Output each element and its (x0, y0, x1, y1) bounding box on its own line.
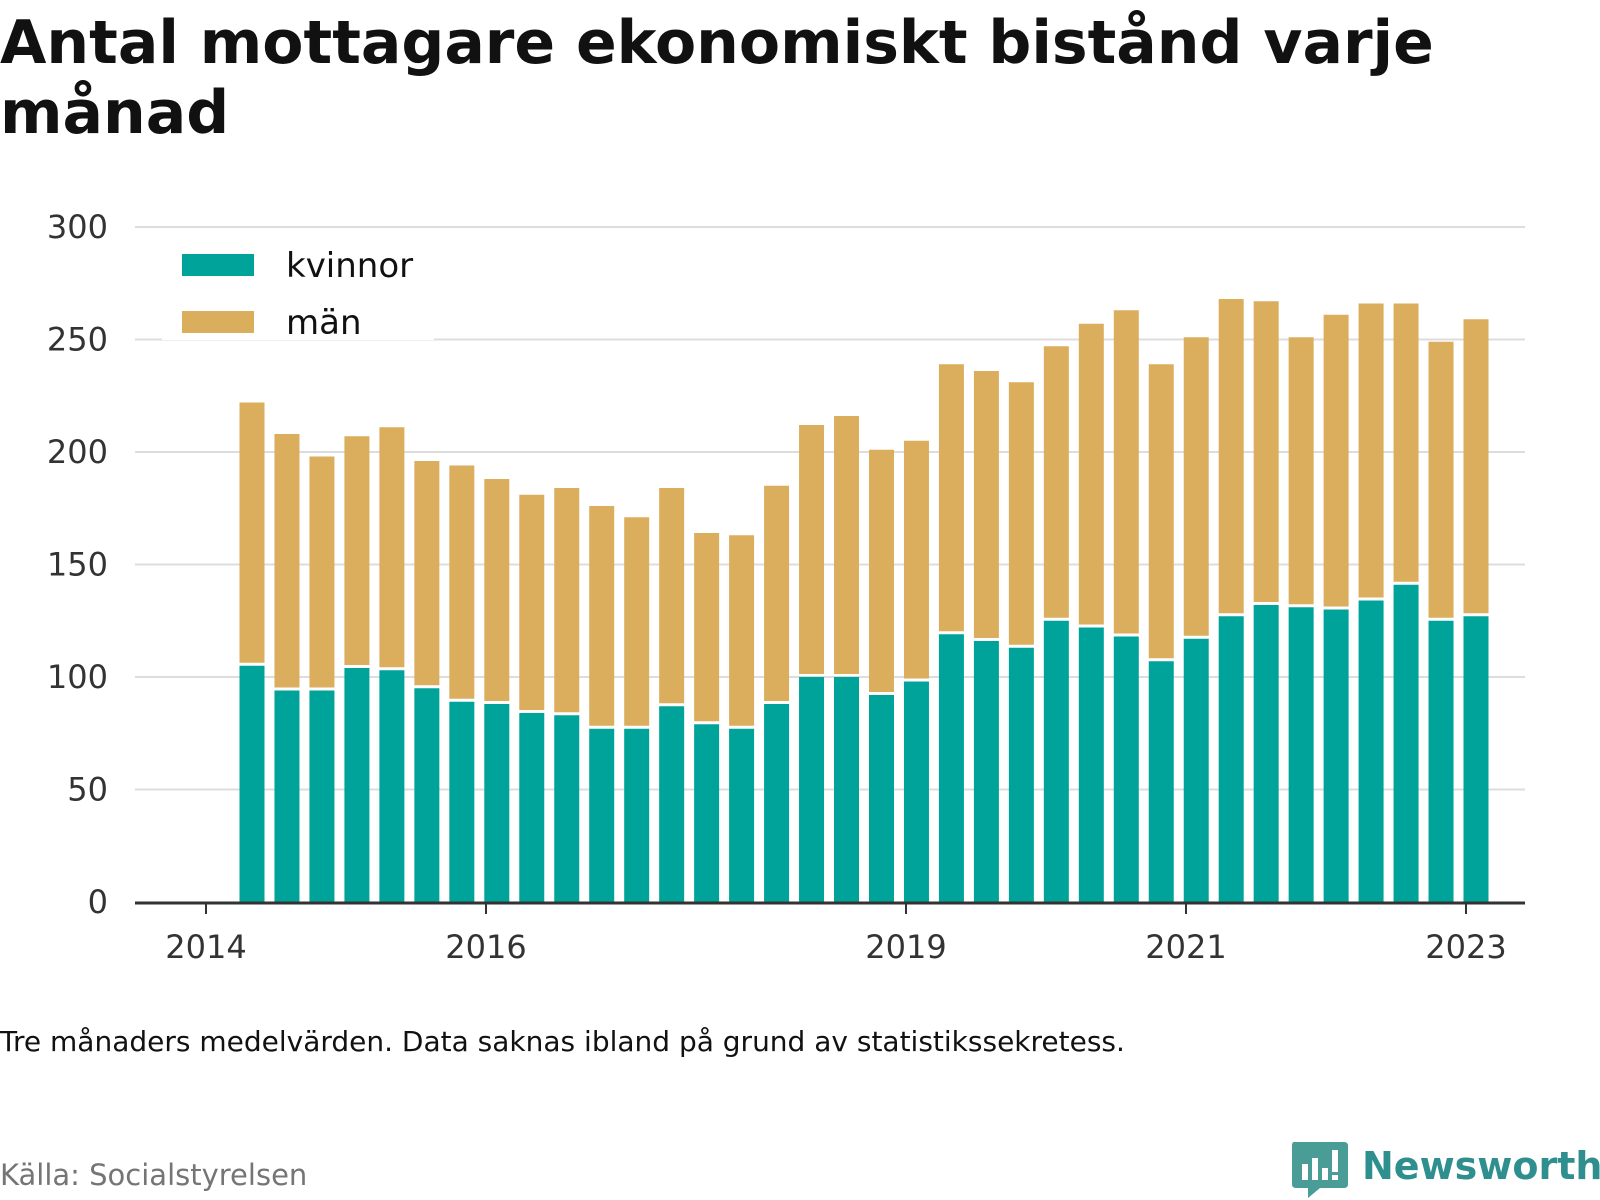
bar-man (659, 488, 685, 704)
bar-man (1393, 303, 1419, 582)
bar-kvinnor (589, 728, 615, 902)
bar-man (1148, 364, 1174, 659)
bar-kvinnor (274, 690, 300, 902)
bar-kvinnor (1043, 620, 1069, 902)
y-tick-label: 100 (47, 658, 108, 696)
y-tick-label: 150 (47, 546, 108, 584)
bar-kvinnor (1358, 600, 1384, 902)
bar-kvinnor (519, 713, 545, 902)
bar-kvinnor (694, 724, 720, 902)
chart-note: Tre månaders medelvärden. Data saknas ib… (0, 1025, 1125, 1058)
bar-man (414, 461, 440, 686)
bar-kvinnor (1113, 636, 1139, 902)
bar-man (1183, 337, 1209, 636)
bar-kvinnor (1078, 627, 1104, 902)
bar-kvinnor (659, 706, 685, 902)
newsworthy-logo-text: Newsworthy (1362, 1144, 1600, 1188)
bar-kvinnor (1008, 647, 1034, 902)
bar-kvinnor (309, 690, 335, 902)
bar-man (1428, 341, 1454, 618)
bar-man (1113, 310, 1139, 634)
bar-kvinnor (449, 701, 475, 902)
bar-man (239, 402, 265, 663)
bar-kvinnor (799, 677, 825, 902)
bar-kvinnor (344, 668, 370, 902)
bar-kvinnor (1148, 661, 1174, 902)
bar-man (554, 488, 580, 713)
source-label: Källa: Socialstyrelsen (0, 1158, 308, 1192)
bar-man (1008, 382, 1034, 645)
bar-man (799, 425, 825, 674)
bar-kvinnor (868, 695, 894, 902)
legend-label: män (286, 303, 362, 343)
bar-man (1323, 314, 1349, 607)
bar-kvinnor (414, 688, 440, 902)
newsworthy-logo-icon (1292, 1142, 1348, 1198)
bar-man (1358, 303, 1384, 598)
bars (239, 299, 1489, 902)
legend: kvinnor män (162, 240, 434, 343)
bar-man (903, 440, 929, 679)
x-tick-label: 2014 (165, 928, 246, 966)
legend-swatch (182, 254, 254, 276)
bar-man (379, 427, 405, 668)
bar-man (694, 533, 720, 722)
bar-kvinnor (1463, 616, 1489, 902)
x-tick-label: 2023 (1425, 928, 1506, 966)
bar-kvinnor (1288, 607, 1314, 902)
bar-man (729, 535, 755, 726)
bar-man (519, 494, 545, 710)
y-tick-label: 300 (47, 208, 108, 246)
bar-kvinnor (484, 704, 510, 902)
bar-kvinnor (379, 670, 405, 902)
bar-kvinnor (764, 704, 790, 902)
bar-man (1463, 319, 1489, 614)
bar-kvinnor (729, 728, 755, 902)
legend-label: kvinnor (286, 246, 413, 286)
bar-kvinnor (834, 677, 860, 902)
x-tick-label: 2019 (865, 928, 946, 966)
legend-swatch (182, 311, 254, 333)
x-axis: 2014 2016 2019 2021 2023 (135, 901, 1525, 966)
bar-man (1218, 299, 1244, 614)
x-tick-label: 2021 (1145, 928, 1226, 966)
x-tick-label: 2016 (445, 928, 526, 966)
bar-man (1043, 346, 1069, 618)
bar-man (589, 506, 615, 726)
bar-man (834, 416, 860, 674)
bar-man (624, 517, 650, 726)
bar-kvinnor (624, 728, 650, 902)
newsworthy-logo: Newsworthy (1290, 1140, 1600, 1200)
bar-kvinnor (1218, 616, 1244, 902)
bar-man (764, 485, 790, 701)
bar-kvinnor (1253, 605, 1279, 902)
y-tick-label: 50 (67, 771, 108, 809)
bar-man (973, 371, 999, 638)
bar-man (938, 364, 964, 632)
bar-kvinnor (1393, 584, 1419, 902)
y-axis-ticks: 0 50 100 150 200 250 300 (47, 208, 108, 921)
y-tick-label: 0 (88, 883, 108, 921)
bar-kvinnor (554, 715, 580, 902)
bar-kvinnor (903, 681, 929, 902)
bar-man (1288, 337, 1314, 605)
bar-kvinnor (1428, 620, 1454, 902)
y-tick-label: 200 (47, 433, 108, 471)
bar-kvinnor (973, 641, 999, 902)
bar-man (309, 456, 335, 688)
bar-kvinnor (1183, 638, 1209, 902)
bar-man (1253, 301, 1279, 602)
bar-kvinnor (938, 634, 964, 902)
bar-kvinnor (1323, 609, 1349, 902)
chart-title: Antal mottagare ekonomiskt bistånd varje… (0, 8, 1434, 148)
bar-man (1078, 323, 1104, 625)
bar-man (344, 436, 370, 665)
bar-man (484, 479, 510, 701)
bar-man (274, 434, 300, 688)
bar-kvinnor (239, 665, 265, 902)
bar-man (868, 449, 894, 692)
bar-man (449, 465, 475, 699)
y-tick-label: 250 (47, 321, 108, 359)
